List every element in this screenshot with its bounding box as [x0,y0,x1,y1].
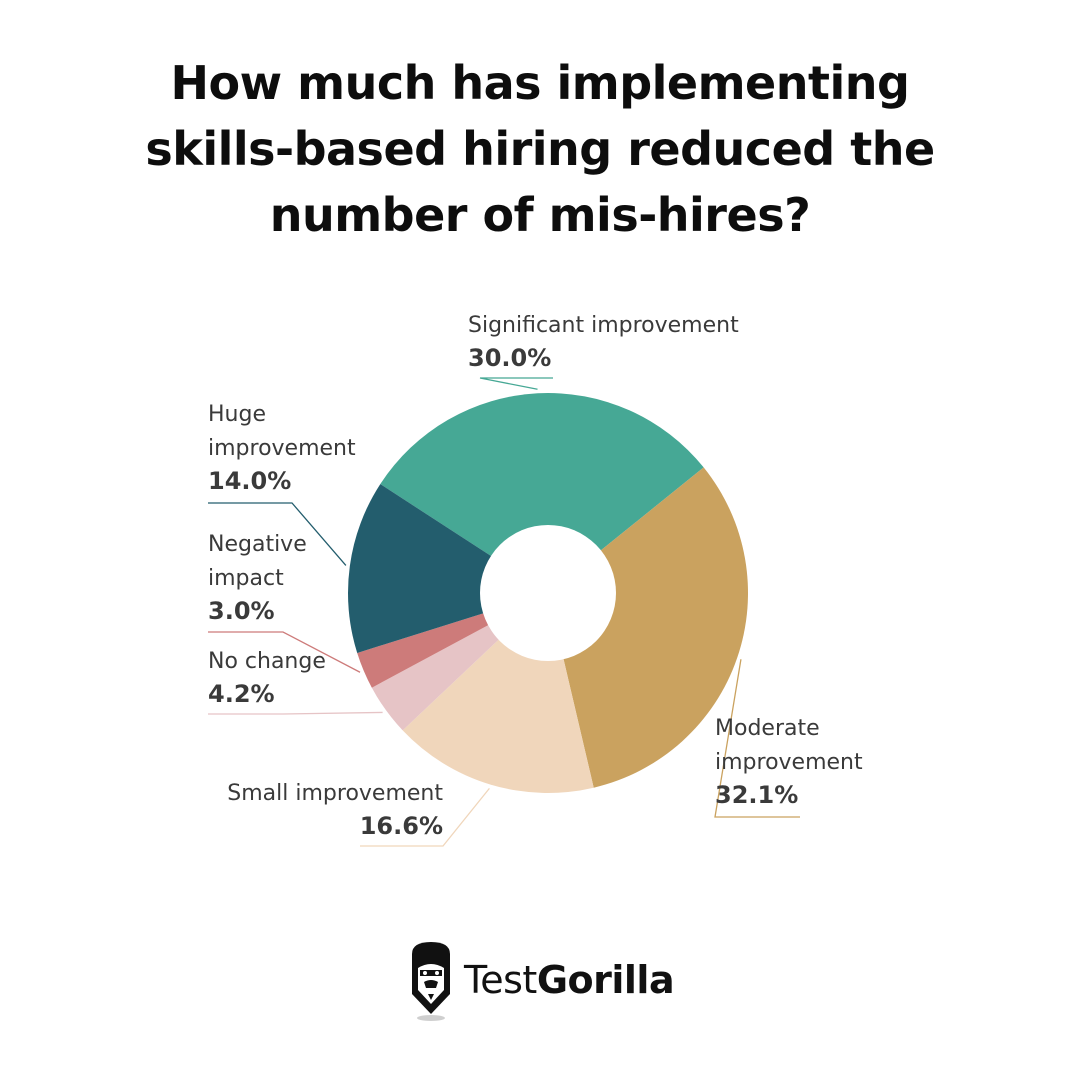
value-label-huge-improvement: 14.0% [208,467,291,495]
slice-significant-improvement [380,393,704,593]
label-no-change-line-1: No change [208,649,326,674]
leader-line-significant-improvement [479,377,553,390]
chart-title-line-2: skills-based hiring reduced the [145,122,935,176]
slice-moderate-improvement [548,467,748,788]
value-label-significant-improvement: 30.0% [468,344,551,372]
value-label-negative-impact: 3.0% [208,597,275,625]
brand-name-part2: Gorilla [536,958,675,1002]
chart-title-line-3: number of mis-hires? [269,188,811,242]
chart-title: How much has implementing skills-based h… [40,50,1040,248]
slice-huge-improvement [348,484,548,653]
chart-title-line-1: How much has implementing [170,56,910,110]
leader-line-negative-impact [208,631,361,673]
leader-line-no-change [208,711,383,715]
label-leader-lines [208,377,800,847]
value-label-small-improvement: 16.6% [360,812,443,840]
label-negative-impact-line-2: impact [208,566,284,591]
label-huge-improvement-line-1: Huge [208,402,266,427]
leader-line-moderate-improvement [714,659,800,818]
slice-labels: Significant improvement 30.0% Moderate impr… [208,313,863,840]
donut-hole [480,525,616,661]
label-negative-impact-line-1: Negative [208,532,307,557]
brand-name: TestGorilla [464,958,675,1002]
leader-line-small-improvement [360,787,490,847]
value-label-moderate-improvement: 32.1% [715,781,798,809]
label-huge-improvement-line-2: improvement [208,436,356,461]
brand-name-part1: Test [464,958,537,1002]
gorilla-logo-icon [412,942,450,1021]
testgorilla-logo: TestGorilla [408,938,675,1022]
label-moderate-improvement-line-1: Moderate [715,716,820,741]
label-significant-improvement-line-1: Significant improvement [468,313,739,338]
value-label-no-change: 4.2% [208,680,275,708]
label-small-improvement-line-1: Small improvement [227,781,443,806]
label-moderate-improvement-line-2: improvement [715,750,863,775]
leader-line-huge-improvement [208,502,347,566]
